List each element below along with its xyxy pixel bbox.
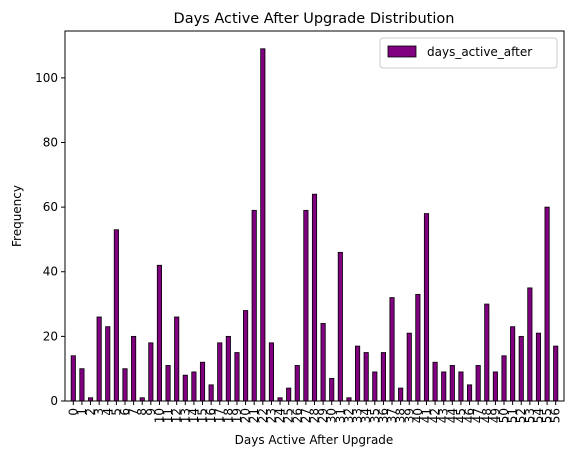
bar-21 xyxy=(252,210,256,401)
bar-13 xyxy=(183,375,187,401)
bar-50 xyxy=(502,356,506,401)
bar-9 xyxy=(149,343,153,401)
bar-44 xyxy=(450,365,454,401)
bar-30 xyxy=(330,378,334,401)
bar-31 xyxy=(338,252,342,401)
bar-38 xyxy=(398,388,402,401)
bar-7 xyxy=(131,336,135,401)
bar-10 xyxy=(157,265,161,401)
bar-39 xyxy=(407,333,411,401)
bar-29 xyxy=(321,323,325,401)
bars-group xyxy=(71,49,558,401)
bar-47 xyxy=(476,365,480,401)
bar-0 xyxy=(71,356,75,401)
y-tick-label-80: 80 xyxy=(43,135,58,149)
bar-53 xyxy=(528,288,532,401)
x-axis-label: Days Active After Upgrade xyxy=(235,433,394,447)
bar-36 xyxy=(381,353,385,401)
y-tick-label-60: 60 xyxy=(43,200,58,214)
bar-12 xyxy=(175,317,179,401)
bar-37 xyxy=(390,298,394,401)
bar-33 xyxy=(355,346,359,401)
bar-11 xyxy=(166,365,170,401)
bar-48 xyxy=(485,304,489,401)
bar-46 xyxy=(467,385,471,401)
bar-42 xyxy=(433,362,437,401)
bar-15 xyxy=(200,362,204,401)
legend-swatch xyxy=(388,46,416,57)
bar-40 xyxy=(416,294,420,401)
chart-title: Days Active After Upgrade Distribution xyxy=(174,11,455,27)
x-axis: 0123456789101112131415161718192021222324… xyxy=(66,401,562,423)
y-tick-label-0: 0 xyxy=(50,394,58,408)
bar-18 xyxy=(226,336,230,401)
bar-27 xyxy=(304,210,308,401)
bar-20 xyxy=(243,311,247,401)
legend-label: days_active_after xyxy=(427,45,532,59)
x-tick-label-56: 56 xyxy=(549,408,563,423)
legend: days_active_after xyxy=(380,38,557,68)
bar-43 xyxy=(442,372,446,401)
bar-45 xyxy=(459,372,463,401)
bar-54 xyxy=(536,333,540,401)
bar-23 xyxy=(269,343,273,401)
y-tick-label-40: 40 xyxy=(43,265,58,279)
bar-1 xyxy=(80,369,84,401)
bar-22 xyxy=(261,49,265,401)
bar-3 xyxy=(97,317,101,401)
bar-49 xyxy=(493,372,497,401)
bar-35 xyxy=(373,372,377,401)
bar-19 xyxy=(235,353,239,401)
bar-55 xyxy=(545,207,549,401)
bar-14 xyxy=(192,372,196,401)
y-tick-label-20: 20 xyxy=(43,329,58,343)
bar-56 xyxy=(554,346,558,401)
bar-4 xyxy=(106,327,110,401)
bar-26 xyxy=(295,365,299,401)
bar-17 xyxy=(218,343,222,401)
bar-6 xyxy=(123,369,127,401)
bar-16 xyxy=(209,385,213,401)
bar-34 xyxy=(364,353,368,401)
bar-28 xyxy=(312,194,316,401)
bar-41 xyxy=(424,214,428,401)
y-axis-label: Frequency xyxy=(10,185,24,247)
bar-52 xyxy=(519,336,523,401)
bar-51 xyxy=(510,327,514,401)
y-tick-label-100: 100 xyxy=(35,71,58,85)
bar-5 xyxy=(114,230,118,401)
bar-25 xyxy=(287,388,291,401)
y-axis: 0 20 40 60 80 100 xyxy=(35,71,65,408)
